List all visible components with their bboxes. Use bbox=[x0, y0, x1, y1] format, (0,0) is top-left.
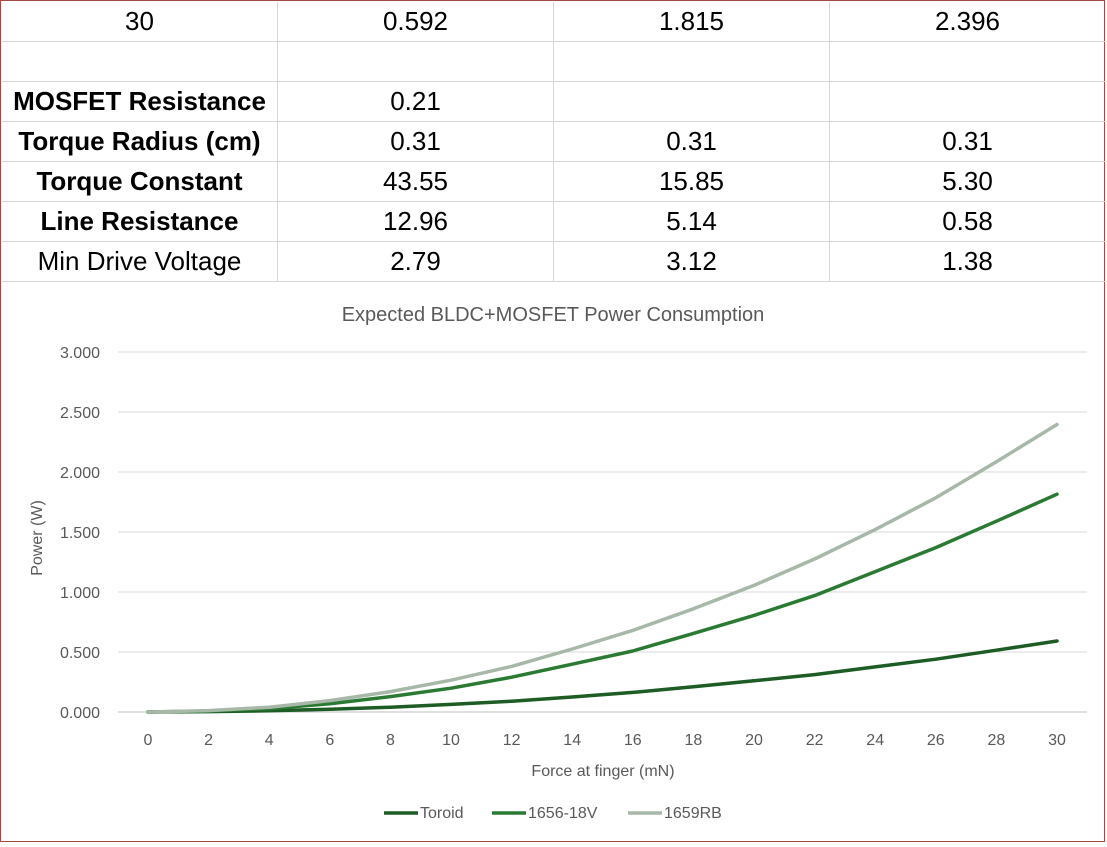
x-tick-label: 8 bbox=[386, 732, 395, 749]
chart-svg: Expected BLDC+MOSFET Power Consumption 0… bbox=[29, 304, 1087, 822]
x-tick-label: 0 bbox=[144, 732, 153, 749]
gridlines bbox=[118, 351, 1087, 713]
y-tick-label: 0.500 bbox=[60, 645, 100, 662]
series-lines bbox=[146, 422, 1059, 714]
data-table: 30 0.592 1.815 2.396 MOSFET Resistance 0.21 To… bbox=[2, 2, 1105, 282]
table-cell[interactable]: 43.55 bbox=[278, 162, 554, 202]
table-cell[interactable]: 0.31 bbox=[278, 122, 554, 162]
x-tick-label: 22 bbox=[806, 732, 824, 749]
row-label[interactable]: Min Drive Voltage bbox=[2, 242, 278, 282]
table-cell[interactable]: 0.31 bbox=[554, 122, 830, 162]
row-label[interactable] bbox=[2, 42, 278, 82]
table-row: Line Resistance 12.96 5.14 0.58 bbox=[2, 202, 1105, 242]
legend-label: 1656-18V bbox=[528, 805, 598, 822]
y-tick-labels: 0.000 0.500 1.000 1.500 2.000 2.500 3.000 bbox=[60, 345, 100, 722]
row-label[interactable]: MOSFET Resistance bbox=[2, 82, 278, 122]
series-line-toroid bbox=[146, 639, 1059, 714]
table-row: Min Drive Voltage 2.79 3.12 1.38 bbox=[2, 242, 1105, 282]
y-tick-label: 1.000 bbox=[60, 585, 100, 602]
y-axis-label: Power (W) bbox=[29, 500, 46, 576]
x-tick-label: 2 bbox=[204, 732, 213, 749]
row-label[interactable]: Line Resistance bbox=[2, 202, 278, 242]
y-tick-label: 2.500 bbox=[60, 405, 100, 422]
x-tick-label: 18 bbox=[685, 732, 703, 749]
x-tick-label: 14 bbox=[563, 732, 581, 749]
series-line-1656-18v bbox=[146, 492, 1059, 714]
series-line-1659rb bbox=[146, 422, 1059, 714]
row-label[interactable]: 30 bbox=[2, 2, 278, 42]
table-cell[interactable]: 12.96 bbox=[278, 202, 554, 242]
table-cell[interactable]: 3.12 bbox=[554, 242, 830, 282]
y-tick-label: 3.000 bbox=[60, 345, 100, 362]
y-tick-label: 1.500 bbox=[60, 525, 100, 542]
legend: Toroid 1656-18V 1659RB bbox=[384, 805, 722, 822]
x-tick-labels: 0 2 4 6 8 10 12 14 16 18 20 22 24 26 28 30 bbox=[144, 732, 1066, 749]
table-cell[interactable]: 0.58 bbox=[830, 202, 1105, 242]
y-tick-label: 0.000 bbox=[60, 705, 100, 722]
legend-label: 1659RB bbox=[664, 805, 722, 822]
x-tick-label: 20 bbox=[745, 732, 763, 749]
table-cell[interactable]: 1.38 bbox=[830, 242, 1105, 282]
table-cell[interactable]: 0.21 bbox=[278, 82, 554, 122]
table-cell[interactable]: 1.815 bbox=[554, 2, 830, 42]
table-cell[interactable]: 0.31 bbox=[830, 122, 1105, 162]
table-cell[interactable]: 5.14 bbox=[554, 202, 830, 242]
row-label[interactable]: Torque Constant bbox=[2, 162, 278, 202]
table-row: 30 0.592 1.815 2.396 bbox=[2, 2, 1105, 42]
x-tick-label: 10 bbox=[442, 732, 460, 749]
power-chart: Expected BLDC+MOSFET Power Consumption 0… bbox=[2, 287, 1105, 842]
row-label[interactable]: Torque Radius (cm) bbox=[2, 122, 278, 162]
table-row: Torque Radius (cm) 0.31 0.31 0.31 bbox=[2, 122, 1105, 162]
table-cell[interactable] bbox=[554, 82, 830, 122]
legend-label: Toroid bbox=[420, 805, 464, 822]
table-cell[interactable]: 5.30 bbox=[830, 162, 1105, 202]
x-tick-label: 16 bbox=[624, 732, 642, 749]
table-cell[interactable]: 0.592 bbox=[278, 2, 554, 42]
table-row: Torque Constant 43.55 15.85 5.30 bbox=[2, 162, 1105, 202]
x-tick-label: 24 bbox=[866, 732, 884, 749]
table-cell[interactable] bbox=[278, 42, 554, 82]
x-tick-label: 6 bbox=[325, 732, 334, 749]
y-tick-label: 2.000 bbox=[60, 465, 100, 482]
x-tick-label: 26 bbox=[927, 732, 945, 749]
table-cell[interactable] bbox=[830, 42, 1105, 82]
table-cell[interactable] bbox=[554, 42, 830, 82]
x-tick-label: 4 bbox=[265, 732, 274, 749]
chart-title: Expected BLDC+MOSFET Power Consumption bbox=[342, 304, 765, 326]
table-cell[interactable] bbox=[830, 82, 1105, 122]
x-tick-label: 28 bbox=[988, 732, 1006, 749]
table-cell[interactable]: 2.79 bbox=[278, 242, 554, 282]
table-cell[interactable]: 15.85 bbox=[554, 162, 830, 202]
table-row: MOSFET Resistance 0.21 bbox=[2, 82, 1105, 122]
table-row bbox=[2, 42, 1105, 82]
x-axis-label: Force at finger (mN) bbox=[531, 763, 674, 780]
x-tick-label: 12 bbox=[503, 732, 521, 749]
x-tick-label: 30 bbox=[1048, 732, 1066, 749]
table-cell[interactable]: 2.396 bbox=[830, 2, 1105, 42]
